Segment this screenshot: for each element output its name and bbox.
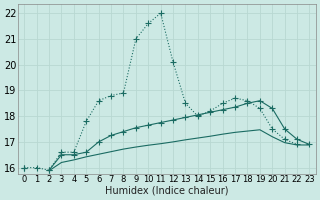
X-axis label: Humidex (Indice chaleur): Humidex (Indice chaleur) [105, 186, 228, 196]
